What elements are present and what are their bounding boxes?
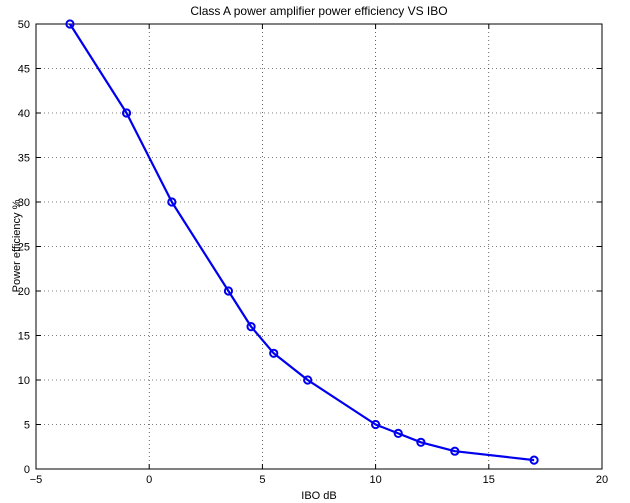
y-tick-label: 35 xyxy=(18,153,30,165)
chart-title: Class A power amplifier power efficiency… xyxy=(190,4,447,18)
plot-background xyxy=(36,24,602,469)
x-tick-label: 20 xyxy=(596,474,608,486)
data-point xyxy=(416,437,426,447)
y-tick-label: 30 xyxy=(18,197,30,209)
data-point xyxy=(303,375,313,385)
data-point xyxy=(223,286,234,296)
data-point xyxy=(121,108,132,118)
x-axis-label: IBO dB xyxy=(301,490,336,502)
x-tick-label: 15 xyxy=(483,474,495,486)
data-point xyxy=(529,455,539,465)
x-tick-label: 5 xyxy=(259,474,265,486)
data-point xyxy=(167,197,177,207)
data-point xyxy=(269,348,279,358)
y-tick-label: 15 xyxy=(18,331,30,343)
x-tick-label: −5 xyxy=(30,474,43,486)
y-tick-label: 25 xyxy=(18,242,30,254)
data-point xyxy=(450,446,460,456)
data-point xyxy=(393,428,403,438)
series xyxy=(65,19,539,465)
y-tick-label: 50 xyxy=(18,19,30,31)
y-axis-label: Power efficiency % xyxy=(11,199,23,292)
y-tick-label: 10 xyxy=(18,375,30,387)
y-tick-label: 20 xyxy=(18,286,30,298)
y-tick-label: 45 xyxy=(18,64,30,76)
y-tick-label: 40 xyxy=(18,108,30,120)
data-point xyxy=(65,19,75,29)
series-line xyxy=(69,23,535,462)
data-point xyxy=(371,419,381,430)
x-tick-label: 10 xyxy=(369,474,381,486)
x-tick-label: 0 xyxy=(146,474,152,486)
y-tick-label: 0 xyxy=(24,464,30,476)
y-tick-label: 5 xyxy=(24,420,30,432)
data-point xyxy=(246,322,256,332)
